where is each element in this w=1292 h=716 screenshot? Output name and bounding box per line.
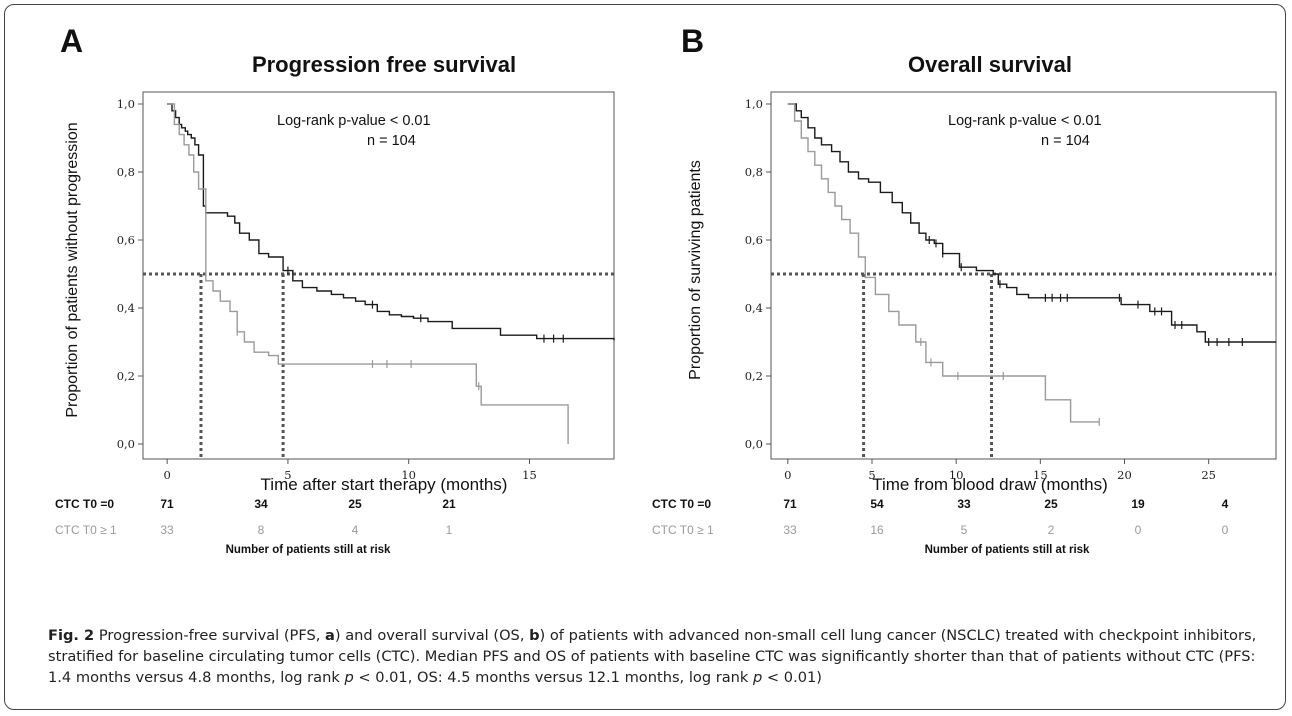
panel-b-title: Overall survival xyxy=(908,52,1072,77)
panel-a-risk-value: 1 xyxy=(446,523,453,537)
caption-panel-a: a xyxy=(325,627,335,644)
caption-label: Fig. 2 xyxy=(48,627,95,644)
figure-frame xyxy=(4,4,1286,710)
caption-text-2: ) and overall survival (OS, xyxy=(334,627,530,644)
panel-b-risk-value: 71 xyxy=(783,497,797,511)
panel-b-xtick-label: 10 xyxy=(949,468,964,482)
caption-panel-b: b xyxy=(529,627,540,644)
panel-a-risk-value: 21 xyxy=(442,497,456,511)
panel-a-series-ctc0-line xyxy=(167,103,615,341)
panel-a-risk-value: 71 xyxy=(160,497,174,511)
panel-a-ytick-label: 0,2 xyxy=(117,369,135,383)
panel-b-risk-value: 33 xyxy=(957,497,971,511)
panel-a-ytick-label: 0,6 xyxy=(117,233,135,247)
panel-a-risk-value: 25 xyxy=(348,497,362,511)
panel-b-xtick-label: 25 xyxy=(1201,468,1216,482)
panel-b-xlabel: Time from blood draw (months) xyxy=(872,475,1108,494)
panel-b-risk-value: 4 xyxy=(1222,497,1229,511)
panel-b-risk-value: 33 xyxy=(783,523,797,537)
caption-text-3: ) of patients with advanced non-small ce… xyxy=(48,627,1257,686)
panel-a-series-ctc1-line xyxy=(167,103,569,444)
panel-a-ytick-label: 0,0 xyxy=(117,437,135,451)
panel-b-xtick-label: 15 xyxy=(1033,468,1048,482)
panel-a-xtick-label: 10 xyxy=(401,468,416,482)
panel-a-xtick-label: 15 xyxy=(522,468,537,482)
panel-a-ylabel: Proportion of patients without progressi… xyxy=(64,122,81,417)
panel-a-risk-row-label: CTC T0 ≥ 1 xyxy=(55,523,117,537)
panel-b-risk-value: 19 xyxy=(1131,497,1145,511)
panel-b-risk-row-label: CTC T0 ≥ 1 xyxy=(652,523,714,537)
panel-b-xtick-label: 20 xyxy=(1117,468,1132,482)
panel-b-ytick-label: 0,4 xyxy=(745,301,763,315)
panel-letter-b: B xyxy=(681,23,704,59)
panel-b-risk-value: 0 xyxy=(1222,523,1229,537)
panel-a-risk-row-label: CTC T0 =0 xyxy=(55,497,114,511)
panel-a-xtick-label: 5 xyxy=(284,468,291,482)
panel-b-risk-value: 54 xyxy=(870,497,884,511)
panel-a-n: n = 104 xyxy=(367,133,416,149)
panel-b-n: n = 104 xyxy=(1041,133,1090,149)
panel-letter-a: A xyxy=(60,23,83,59)
panel-b-risk-footer: Number of patients still at risk xyxy=(925,544,1090,556)
panel-a-risk-value: 33 xyxy=(160,523,174,537)
caption-p-2: p xyxy=(753,669,763,686)
caption-text-1: Progression-free survival (PFS, xyxy=(94,627,326,644)
panel-b-xtick-label: 5 xyxy=(868,468,875,482)
panel-b-risk-value: 0 xyxy=(1135,523,1142,537)
panel-b-ytick-label: 0,8 xyxy=(745,165,763,179)
panel-b-ytick-label: 0,6 xyxy=(745,233,763,247)
panel-a-risk-footer: Number of patients still at risk xyxy=(226,544,391,556)
panel-b-risk-value: 5 xyxy=(961,523,968,537)
figure-caption: Fig. 2 Progression-free survival (PFS, a… xyxy=(48,625,1274,688)
caption-text-5: < 0.01) xyxy=(762,669,822,686)
panel-a-xtick-label: 0 xyxy=(163,468,170,482)
panel-b-risk-value: 16 xyxy=(870,523,884,537)
panel-b-risk-value: 25 xyxy=(1044,497,1058,511)
panel-b-series-ctc1-line xyxy=(787,103,1100,423)
caption-p-1: p xyxy=(344,669,354,686)
panel-a-risk-value: 4 xyxy=(352,523,359,537)
panel-b-ytick-label: 0,0 xyxy=(745,437,763,451)
panel-a-ytick-label: 0,4 xyxy=(117,301,135,315)
panel-b-xtick-label: 0 xyxy=(784,468,791,482)
panel-a-ytick-label: 1,0 xyxy=(117,97,135,111)
panel-a-risk-value: 8 xyxy=(258,523,265,537)
caption-text-4: < 0.01, OS: 4.5 months versus 12.1 month… xyxy=(353,669,754,686)
panel-b-logrank: Log-rank p-value < 0.01 xyxy=(948,113,1102,129)
panel-b-ylabel: Proportion of surviving patients xyxy=(687,160,704,380)
panel-a-risk-value: 34 xyxy=(254,497,268,511)
panel-b-series-ctc0-line xyxy=(787,103,1276,343)
panel-a-title: Progression free survival xyxy=(252,52,516,77)
panel-a-ytick-label: 0,8 xyxy=(117,165,135,179)
panel-b-ytick-label: 0,2 xyxy=(745,369,763,383)
panel-a-logrank: Log-rank p-value < 0.01 xyxy=(277,113,431,129)
panel-a-xlabel: Time after start therapy (months) xyxy=(261,475,508,494)
panel-b-risk-value: 2 xyxy=(1048,523,1055,537)
panel-b-risk-row-label: CTC T0 =0 xyxy=(652,497,711,511)
panel-b-ytick-label: 1,0 xyxy=(745,97,763,111)
